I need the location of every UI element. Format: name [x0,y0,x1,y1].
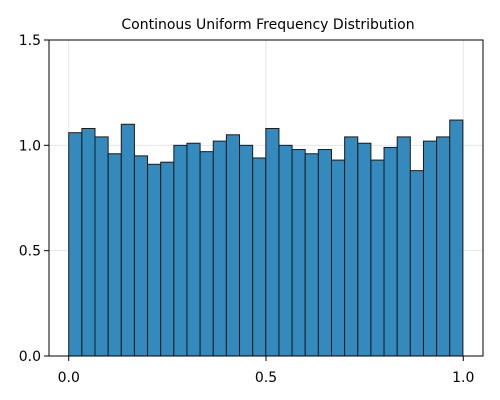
x-tick-label: 0.0 [58,370,80,386]
histogram-bar [160,161,175,357]
bars-layer [68,119,464,357]
histogram-bar [370,159,385,357]
histogram-bar [396,136,411,357]
histogram-bar [94,136,109,357]
histogram-bar [344,136,359,357]
y-tick-label: 1.5 [19,33,41,49]
x-tick-label: 1.0 [452,370,474,386]
x-axis-ticks: 0.0 0.5 1.0 [58,356,474,386]
histogram-bar [252,157,267,357]
histogram-bar [107,153,122,357]
histogram-bar [357,142,372,357]
histogram-bar [133,155,149,357]
histogram-bar [409,170,424,357]
histogram-bar [225,134,241,357]
y-tick-label: 0.5 [19,244,41,260]
histogram-bar [291,149,306,357]
histogram-bar [278,144,293,357]
histogram-bar [330,159,346,357]
y-axis-ticks: 0.0 0.5 1.0 1.5 [19,33,49,365]
y-tick-label: 1.0 [19,138,41,154]
x-tick-label: 0.5 [255,370,277,386]
histogram-bar [317,149,332,357]
histogram-bar [304,153,319,357]
chart-title: Continous Uniform Frequency Distribution [121,17,414,33]
histogram-bar [212,140,227,357]
histogram-bar [265,127,280,357]
histogram-bar [147,163,162,357]
histogram-bar [81,127,96,357]
histogram-bar [422,140,438,357]
histogram-bar [436,136,451,357]
y-tick-label: 0.0 [19,349,41,365]
histogram-bar [239,144,254,357]
histogram-bar [173,144,188,357]
histogram-bar [383,146,398,357]
histogram-bar [68,132,83,357]
histogram-bar [120,123,135,357]
histogram-bar [199,151,214,357]
histogram-bar [186,142,201,357]
histogram-bar [449,119,464,357]
